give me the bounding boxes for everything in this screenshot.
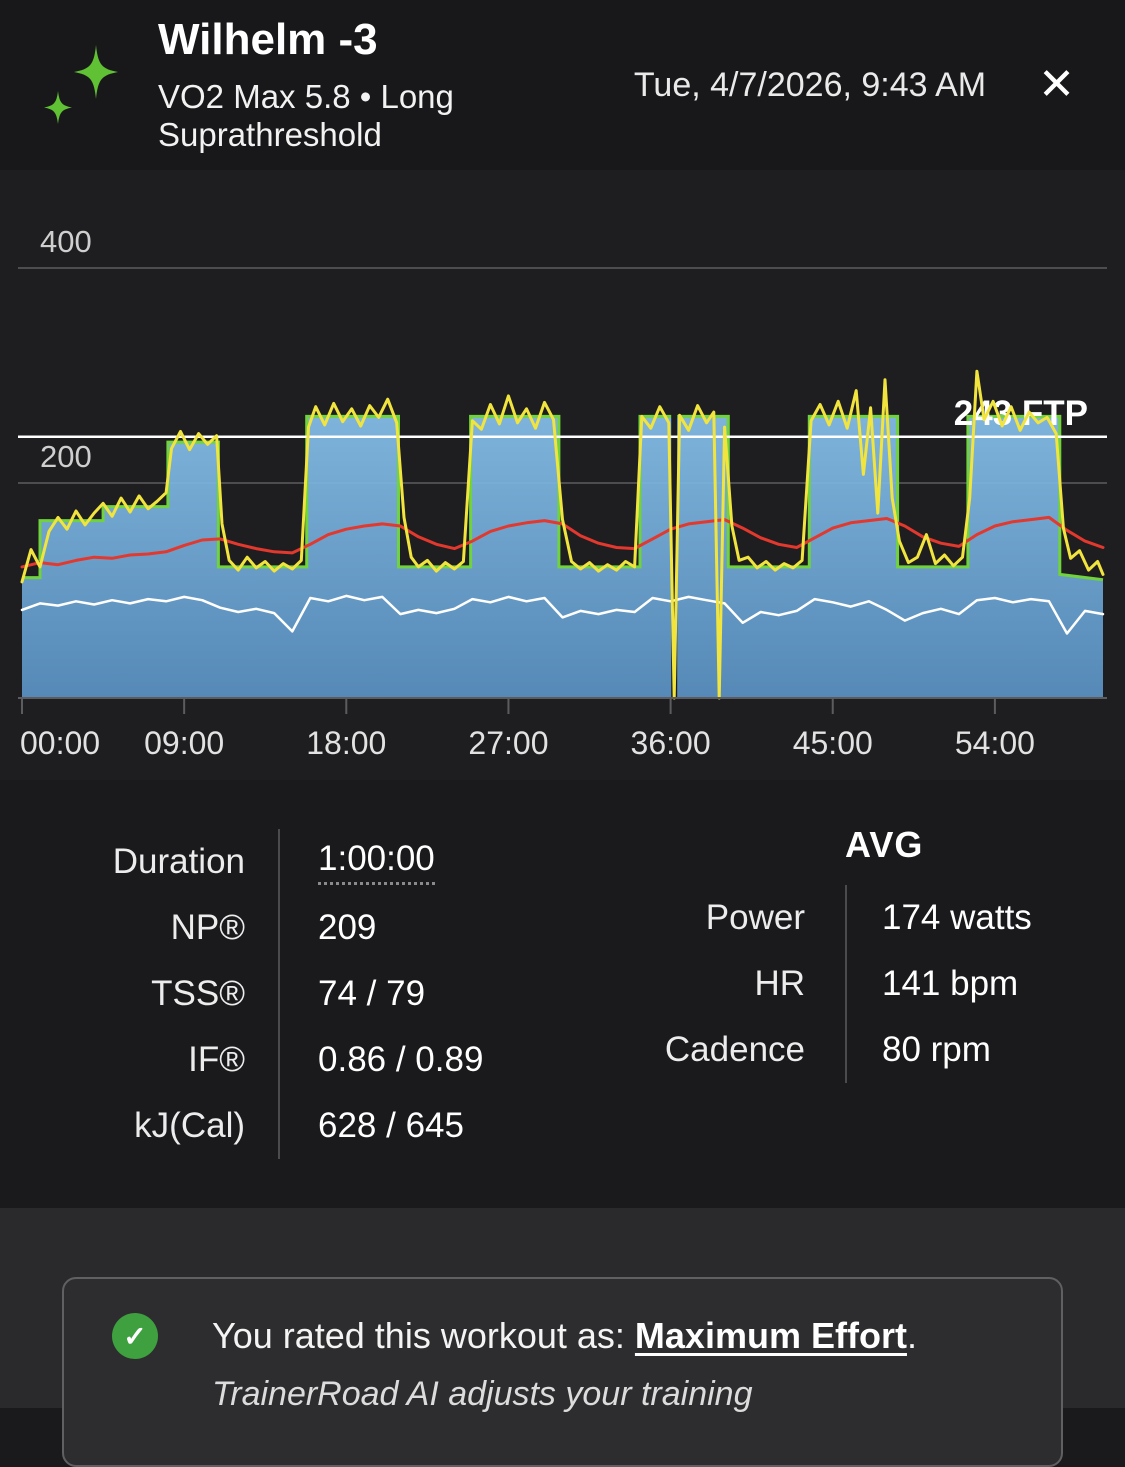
stat-row-avg-cadence: Cadence 80 rpm	[640, 1017, 1125, 1083]
workout-stats: Duration 1:00:00 NP® 209 TSS® 74 / 79 IF…	[0, 780, 1125, 1208]
avg-cadence-value: 80 rpm	[845, 1017, 991, 1083]
rating-card: ✓ You rated this workout as: Maximum Eff…	[62, 1277, 1063, 1467]
svg-text:400: 400	[40, 224, 92, 259]
svg-text:45:00: 45:00	[793, 725, 873, 761]
stat-row-avg-hr: HR 141 bpm	[640, 951, 1125, 1017]
kj-value: 628 / 645	[278, 1093, 464, 1159]
workout-date: Tue, 4/7/2026, 9:43 AM	[633, 65, 987, 104]
tss-label: TSS®	[151, 974, 245, 1013]
duration-label: Duration	[112, 842, 245, 881]
avg-hr-label: HR	[754, 964, 805, 1003]
avg-power-value: 174 watts	[845, 885, 1032, 951]
stat-row-kj: kJ(Cal) 628 / 645	[0, 1093, 640, 1159]
svg-text:200: 200	[40, 439, 92, 474]
np-label: NP®	[170, 908, 245, 947]
rating-ai-note: TrainerRoad AI adjusts your training	[212, 1375, 753, 1413]
rating-text: You rated this workout as: Maximum Effor…	[212, 1315, 917, 1357]
stat-row-duration: Duration 1:00:00	[0, 829, 640, 895]
svg-text:54:00: 54:00	[955, 725, 1035, 761]
avg-power-label: Power	[705, 898, 805, 937]
avg-header: AVG	[845, 824, 924, 865]
stat-row-tss: TSS® 74 / 79	[0, 961, 640, 1027]
svg-text:00:00: 00:00	[20, 725, 100, 761]
svg-text:27:00: 27:00	[468, 725, 548, 761]
stat-row-avg-power: Power 174 watts	[640, 885, 1125, 951]
tss-value: 74 / 79	[278, 961, 425, 1027]
svg-text:18:00: 18:00	[306, 725, 386, 761]
trainerroad-ai-sparkles-icon	[44, 45, 118, 124]
workout-header: Wilhelm -3 VO2 Max 5.8 • Long Suprathres…	[0, 0, 1125, 170]
workout-chart-section: 200 400 243 FTP 00:00 09:00 18:00 27:00 36:00 45…	[0, 170, 1125, 780]
check-circle-icon: ✓	[112, 1313, 158, 1359]
if-label: IF®	[188, 1040, 245, 1079]
np-value: 209	[278, 895, 376, 961]
stats-avg-table: AVG Power 174 watts HR 141 bpm Cadence 8…	[640, 820, 1125, 1208]
rating-suffix: .	[906, 1315, 917, 1356]
avg-cadence-label: Cadence	[664, 1030, 805, 1069]
stat-row-if: IF® 0.86 / 0.89	[0, 1027, 640, 1093]
svg-text:36:00: 36:00	[631, 725, 711, 761]
avg-hr-value: 141 bpm	[845, 951, 1018, 1017]
if-value: 0.86 / 0.89	[278, 1027, 483, 1093]
rating-prefix: You rated this workout as:	[212, 1315, 635, 1356]
kj-label: kJ(Cal)	[134, 1106, 245, 1145]
svg-text:09:00: 09:00	[144, 725, 224, 761]
rating-section: ✓ You rated this workout as: Maximum Eff…	[0, 1208, 1125, 1467]
rating-value: Maximum Effort	[634, 1315, 907, 1356]
workout-subtitle: VO2 Max 5.8 • Long Suprathreshold	[158, 78, 454, 154]
duration-value[interactable]: 1:00:00	[318, 839, 435, 885]
workout-title: Wilhelm -3	[158, 14, 378, 64]
stat-row-np: NP® 209	[0, 895, 640, 961]
stats-left-table: Duration 1:00:00 NP® 209 TSS® 74 / 79 IF…	[0, 829, 640, 1208]
close-icon[interactable]: ✕	[1032, 57, 1081, 113]
